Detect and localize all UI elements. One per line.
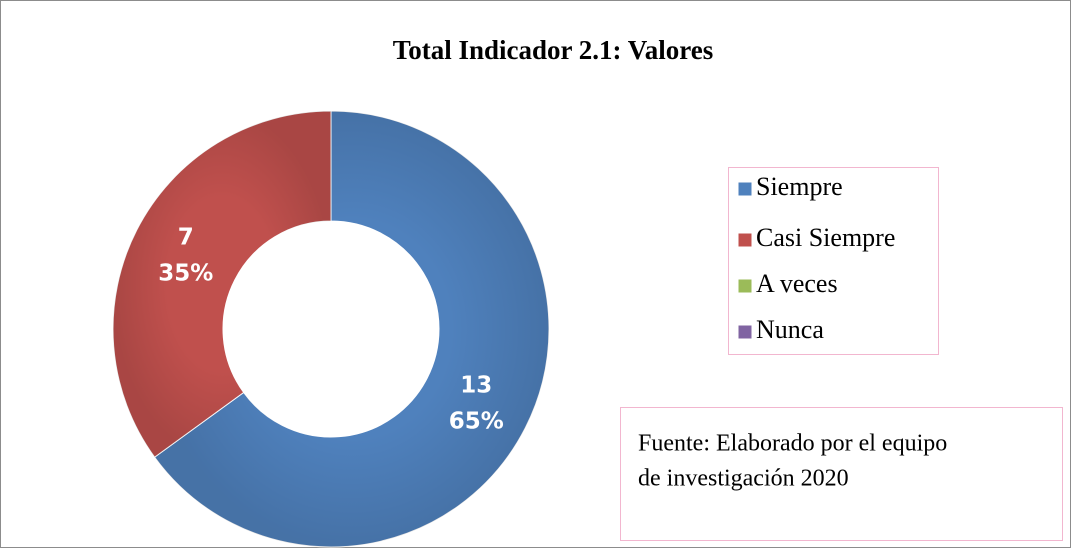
legend-swatch <box>737 324 753 340</box>
legend-label: A veces <box>756 269 838 298</box>
source-line: Fuente: Elaborado por el equipo <box>638 431 947 457</box>
data-label: 65% <box>449 409 504 435</box>
data-label: 35% <box>158 260 213 286</box>
legend-label: Casi Siempre <box>756 223 895 252</box>
legend-label: Nunca <box>756 315 824 344</box>
legend-swatch <box>737 232 753 248</box>
legend-box <box>728 167 939 355</box>
data-label: 7 <box>178 224 194 250</box>
slice-shade <box>113 111 332 458</box>
legend-swatch <box>737 181 753 197</box>
chart-title: Total Indicador 2.1: Valores <box>393 35 714 65</box>
slice-shade <box>154 111 550 547</box>
source-line: de investigación 2020 <box>638 466 849 492</box>
legend-label: Siempre <box>756 172 843 201</box>
source-box <box>620 407 1063 541</box>
data-label: 13 <box>460 373 492 399</box>
legend-swatch <box>737 278 753 294</box>
